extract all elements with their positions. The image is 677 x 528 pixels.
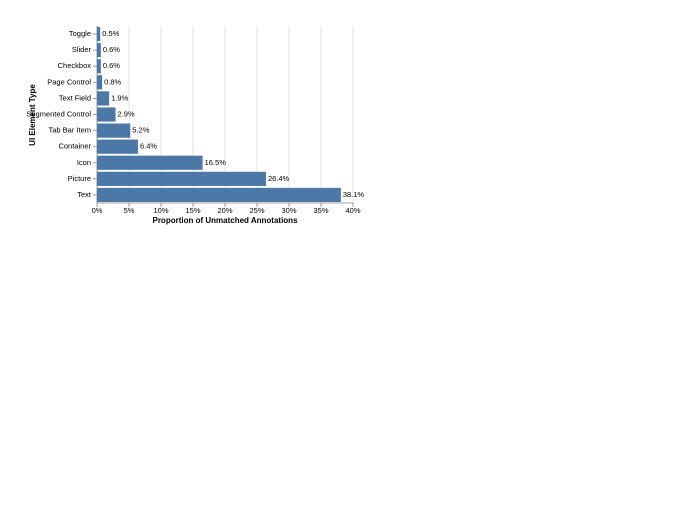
y-axis-title: UI Element Type [28,84,37,146]
x-axis-title: Proportion of Unmatched Annotations [152,216,298,225]
x-tick-label: 35% [313,206,328,215]
x-tick-label: 10% [153,206,168,215]
value-label: 0.6% [103,45,120,54]
y-tick-label: Slider [72,45,92,54]
value-label: 6.4% [140,142,157,151]
value-label: 0.5% [102,29,119,38]
value-label: 0.6% [103,61,120,70]
value-label: 26.4% [268,174,290,183]
value-label: 0.8% [104,77,121,86]
x-tick-label: 30% [281,206,296,215]
bar [97,139,138,154]
x-tick-label: 0% [92,206,103,215]
bar [97,155,203,170]
bar [97,123,131,138]
value-label: 38.1% [343,190,365,199]
value-label: 5.2% [132,126,149,135]
bar [97,59,101,74]
y-tick-label: Segmented Control [26,109,91,118]
y-tick-label: Text Field [59,93,91,102]
y-tick-label: Text [77,190,92,199]
bar [97,171,266,186]
value-label: 16.5% [205,158,227,167]
x-tick-label: 20% [217,206,232,215]
y-tick-label: Page Control [47,77,91,86]
value-label: 1.9% [111,93,128,102]
y-tick-label: Picture [68,174,91,183]
x-tick-label: 5% [124,206,135,215]
y-tick-label: Toggle [69,29,91,38]
bar [97,187,341,203]
x-tick-label: 25% [249,206,264,215]
value-label: 2.9% [118,109,135,118]
bar [97,107,116,122]
bar [97,91,110,106]
x-tick-label: 40% [345,206,360,215]
y-tick-label: Tab Bar Item [48,126,91,135]
bar [97,26,101,42]
bar [97,75,103,90]
y-tick-label: Icon [77,158,91,167]
bar [97,43,101,58]
y-tick-label: Checkbox [58,61,92,70]
y-tick-label: Container [58,142,91,151]
x-tick-label: 15% [185,206,200,215]
